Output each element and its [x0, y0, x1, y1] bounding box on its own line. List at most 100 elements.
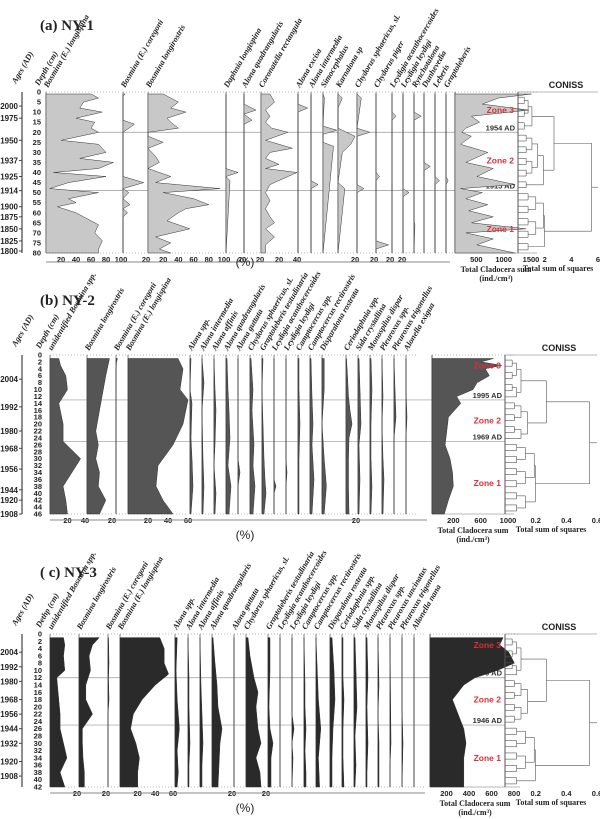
- depth-tick-label: 38: [34, 768, 42, 777]
- x-tick-label: 40: [174, 255, 182, 264]
- taxon-abundance-area: [357, 358, 362, 515]
- taxon-abundance-area: [389, 637, 392, 787]
- total-tick-label: 600: [485, 789, 498, 798]
- taxon-abundance-area: [353, 637, 358, 788]
- ages-axis-label: Ages (AD): [9, 50, 35, 86]
- x-tick-label: 20: [159, 255, 167, 264]
- zone-label: Zone 2: [474, 416, 502, 426]
- depth-tick-label: 40: [33, 168, 41, 177]
- taxon-abundance-area: [291, 637, 295, 788]
- taxon-abundance-area: [341, 637, 345, 788]
- coniss-title: CONISS: [549, 80, 584, 90]
- depth-tick-label: 30: [34, 739, 42, 748]
- depth-tick-label: 32: [34, 461, 42, 470]
- taxon-abundance-area: [189, 358, 194, 515]
- zone-label: Zone 1: [474, 753, 502, 763]
- zone-label: Zone 3: [487, 105, 515, 115]
- age-tick-label: 1875: [0, 213, 18, 222]
- coniss-tick-label: 6: [596, 255, 600, 264]
- coniss-tick-label: 0.6: [592, 789, 600, 798]
- taxon-abundance-area: [393, 358, 397, 514]
- depth-tick-label: 26: [34, 724, 42, 733]
- age-tick-label: 1800: [0, 247, 18, 256]
- age-tick-label: 1956: [0, 465, 18, 474]
- depth-tick-label: 6: [38, 651, 42, 660]
- zone-label: Zone 1: [474, 478, 502, 488]
- taxon-abundance-area: [261, 358, 267, 515]
- depth-tick-label: 2: [38, 637, 42, 646]
- zone-boundary-date: 1915 AD: [486, 182, 516, 191]
- depth-tick-label: 14: [34, 681, 43, 690]
- depth-tick-label: 65: [33, 218, 41, 227]
- total-cladocera-area: [429, 637, 515, 788]
- taxon-abundance-area: [402, 94, 410, 253]
- depth-tick-label: 42: [34, 496, 42, 505]
- taxon-abundance-area: [243, 94, 257, 253]
- taxon-abundance-area: [107, 637, 110, 787]
- age-tick-label: 2000: [0, 102, 18, 111]
- zone-label: Zone 2: [487, 155, 515, 165]
- taxon-column: Leberis: [430, 63, 451, 254]
- taxon-abundance-area: [201, 358, 205, 515]
- depth-tick-label: 16: [34, 406, 42, 415]
- x-tick-label: 40: [72, 255, 80, 264]
- depth-tick-label: 34: [34, 753, 43, 762]
- zone-boundary-date: 1995 AD: [473, 391, 503, 400]
- age-tick-label: 1932: [0, 739, 18, 748]
- total-cladocera-area: [454, 93, 532, 254]
- x-tick-label: 40: [293, 255, 301, 264]
- taxon-abundance-area: [329, 637, 336, 788]
- coniss-tick-label: 0.4: [561, 789, 572, 798]
- total-tick-label: 1000: [495, 255, 512, 264]
- depth-tick-label: 44: [34, 503, 43, 512]
- taxon-abundance-area: [211, 637, 223, 788]
- age-tick-label: 2004: [0, 648, 18, 657]
- total-tick-label: 1500: [523, 255, 540, 264]
- x-tick-label: 100: [218, 255, 231, 264]
- taxon-abundance-area: [391, 94, 397, 253]
- total-tick-label: 500: [470, 255, 483, 264]
- depth-tick-label: 36: [34, 475, 42, 484]
- depth-tick-label: 4: [38, 364, 43, 373]
- depth-tick-label: 12: [34, 673, 42, 682]
- taxon-abundance-area: [321, 358, 327, 515]
- age-tick-label: 1908: [0, 510, 18, 519]
- coniss-tick-label: 2: [543, 255, 547, 264]
- coniss-tick-label: 4: [569, 255, 574, 264]
- depth-tick-label: 35: [33, 158, 41, 167]
- age-tick-label: 1850: [0, 225, 18, 234]
- total-axis-unit: (ind./cm³): [458, 808, 492, 817]
- depth-tick-label: 14: [34, 399, 43, 408]
- percent-axis-label: (%): [236, 528, 255, 542]
- x-tick-label: 20: [398, 255, 406, 264]
- age-tick-label: 1825: [0, 237, 18, 246]
- taxon-abundance-area: [303, 637, 307, 788]
- age-tick-label: 1920: [0, 496, 18, 505]
- age-tick-label: 1975: [0, 114, 18, 123]
- taxon-abundance-area: [78, 637, 100, 788]
- depth-tick-label: 55: [33, 198, 41, 207]
- depth-tick-label: 0: [38, 351, 42, 360]
- taxon-abundance-area: [369, 358, 373, 515]
- depth-tick-label: 20: [33, 128, 41, 137]
- taxon-abundance-area: [381, 358, 385, 515]
- taxon-abundance-area: [245, 637, 262, 788]
- age-tick-label: 1992: [0, 403, 18, 412]
- x-tick-label: 80: [102, 255, 110, 264]
- depth-tick-label: 20: [34, 702, 42, 711]
- total-axis-unit: (ind./cm³): [456, 535, 490, 544]
- age-tick-label: 1980: [0, 677, 18, 686]
- depth-tick-label: 20: [34, 420, 42, 429]
- depth-tick-label: 24: [34, 717, 43, 726]
- depth-tick-label: 6: [38, 371, 42, 380]
- taxon-abundance-area: [445, 94, 449, 253]
- zone-boundary-date: 1946 AD: [473, 716, 503, 725]
- ages-axis-label: Ages (AD): [9, 592, 35, 628]
- total-axis-label: Total Cladocera sum: [461, 265, 532, 274]
- depth-tick-label: 32: [34, 746, 42, 755]
